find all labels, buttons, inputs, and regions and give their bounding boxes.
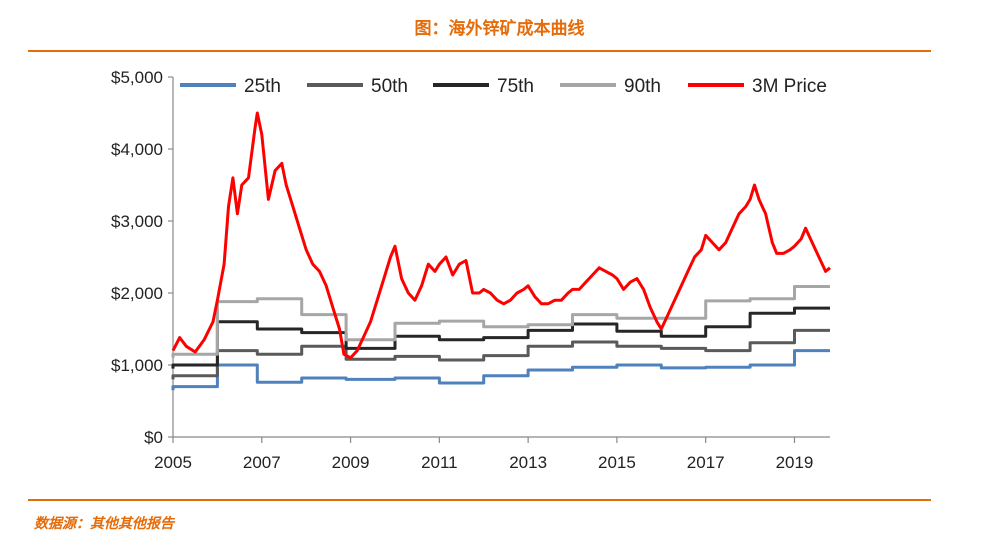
legend: 25th 50th 75th 90th 3M Price: [180, 76, 827, 97]
legend-item: 75th: [433, 76, 534, 97]
x-tick-label: 2007: [243, 453, 281, 472]
bottom-rule: [28, 499, 931, 501]
legend-label: 75th: [497, 76, 534, 97]
source-note: 数据源：其他其他报告: [34, 516, 174, 532]
x-tick-label: 2015: [598, 453, 636, 472]
x-tick-label: 2005: [154, 453, 192, 472]
series-line-75th: [171, 306, 830, 369]
x-tick-label: 2019: [776, 453, 814, 472]
series-line-90th: [171, 285, 830, 358]
x-tick-label: 2009: [332, 453, 370, 472]
series-line-3m-price: [171, 111, 831, 360]
series-line-50th: [171, 328, 830, 380]
x-tick-label: 2013: [509, 453, 547, 472]
chart-title: 图：海外锌矿成本曲线: [414, 19, 585, 39]
y-tick-label: $4,000: [111, 140, 163, 159]
legend-item: 90th: [560, 76, 661, 97]
x-tick-label: 2017: [687, 453, 725, 472]
x-tick-label: 2011: [421, 453, 458, 472]
series-lines: [171, 111, 831, 391]
series-line-25th: [171, 349, 830, 391]
y-tick-label: $1,000: [111, 356, 163, 375]
top-rule: [28, 50, 931, 52]
legend-item: 3M Price: [688, 76, 827, 97]
axes: $0 $1,000 $2,000 $3,000 $4,000 $5,000 2005 2007…: [111, 68, 830, 472]
legend-label: 25th: [244, 76, 281, 97]
y-tick-label: $2,000: [111, 284, 163, 303]
y-tick-label: $0: [144, 428, 163, 447]
legend-label: 50th: [371, 76, 408, 97]
y-tick-label: $3,000: [111, 212, 163, 231]
legend-label: 3M Price: [752, 76, 827, 97]
legend-item: 25th: [180, 76, 281, 97]
legend-label: 90th: [624, 76, 661, 97]
y-tick-label: $5,000: [111, 68, 163, 87]
legend-item: 50th: [307, 76, 408, 97]
